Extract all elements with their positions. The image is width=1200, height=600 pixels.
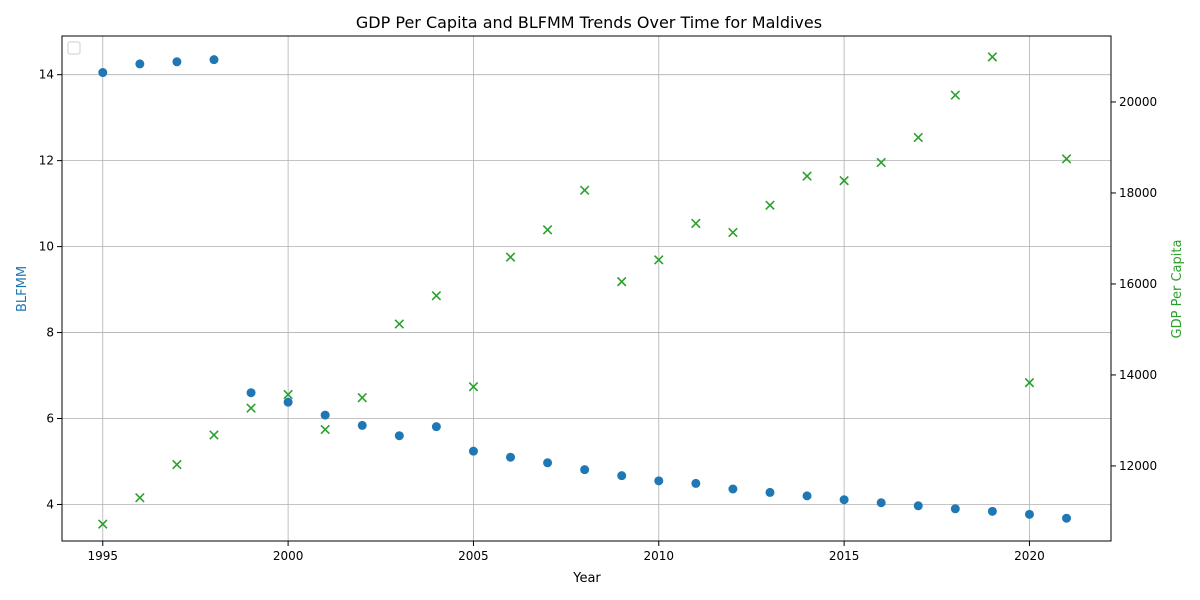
blfmm-point xyxy=(431,422,441,432)
gdp-point xyxy=(913,132,924,143)
gdp-point xyxy=(728,227,738,238)
gdp-point xyxy=(654,255,664,265)
blfmm-point xyxy=(98,68,108,78)
y-right-tick-label: 18000 xyxy=(1119,186,1157,200)
gdp-point xyxy=(987,52,998,62)
blfmm-point xyxy=(468,446,478,456)
gdp-point xyxy=(172,459,182,470)
y-right-tick-label: 20000 xyxy=(1119,95,1157,109)
blfmm-point xyxy=(506,452,516,462)
y-right-tick-label: 16000 xyxy=(1119,277,1157,291)
gdp-point xyxy=(802,171,812,181)
x-tick-label: 2000 xyxy=(273,549,304,563)
gdp-point xyxy=(579,185,590,195)
x-tick-label: 2010 xyxy=(644,549,675,563)
blfmm-point xyxy=(135,59,145,69)
gdp-point xyxy=(98,519,108,529)
data-marks xyxy=(98,52,1072,529)
gdp-point xyxy=(283,389,293,400)
blfmm-point xyxy=(320,410,330,420)
gdp-point xyxy=(542,225,553,235)
gdp-point xyxy=(1024,377,1035,388)
blfmm-point xyxy=(1062,513,1072,523)
blfmm-point xyxy=(691,478,701,488)
gdp-point xyxy=(246,403,256,413)
blfmm-point xyxy=(728,484,738,494)
gdp-point xyxy=(135,493,145,503)
blfmm-point xyxy=(913,501,923,511)
y-left-tick-label: 4 xyxy=(46,497,54,511)
blfmm-point xyxy=(987,506,997,516)
blfmm-point xyxy=(839,495,849,505)
axes: 1995 2000 2005 2010 2015 2020 4 6 8 10 12 14 12000 14… xyxy=(39,68,1157,563)
x-axis-label: Year xyxy=(572,571,601,586)
y-right-tick-label: 12000 xyxy=(1119,459,1157,473)
gdp-point xyxy=(468,382,479,392)
y-axis-right-label: GDP Per Capita xyxy=(1170,240,1185,339)
gdp-point xyxy=(505,252,516,262)
blfmm-point xyxy=(950,504,960,514)
gdp-point xyxy=(691,218,701,229)
y-right-tick-label: 14000 xyxy=(1119,368,1157,382)
blfmm-point xyxy=(580,465,590,475)
x-tick-label: 2020 xyxy=(1014,549,1045,563)
gdp-point xyxy=(357,392,368,403)
gdp-point xyxy=(394,319,405,329)
blfmm-point xyxy=(617,471,627,481)
gdp-point xyxy=(616,276,627,287)
y-left-tick-label: 8 xyxy=(46,326,54,340)
gdp-point xyxy=(1061,154,1072,164)
blfmm-point xyxy=(209,55,219,65)
gdp-point xyxy=(320,424,330,435)
blfmm-point xyxy=(394,431,404,441)
grid-lines xyxy=(62,36,1111,541)
gdp-point xyxy=(876,157,886,168)
chart-title: GDP Per Capita and BLFMM Trends Over Tim… xyxy=(356,13,822,32)
y-left-tick-label: 12 xyxy=(39,154,54,168)
blfmm-point xyxy=(357,420,367,430)
blfmm-point xyxy=(1024,509,1034,519)
blfmm-point xyxy=(765,487,775,497)
gdp-point xyxy=(839,175,849,186)
y-left-tick-label: 10 xyxy=(39,240,54,254)
blfmm-point xyxy=(802,491,812,501)
gdp-point xyxy=(765,200,775,211)
x-tick-label: 2005 xyxy=(458,549,489,563)
blfmm-point xyxy=(876,498,886,508)
x-tick-label: 1995 xyxy=(88,549,119,563)
x-tick-label: 2015 xyxy=(829,549,860,563)
y-left-tick-label: 14 xyxy=(39,68,54,82)
y-axis-left-label: BLFMM xyxy=(15,266,30,312)
gdp-point xyxy=(431,291,442,301)
blfmm-point xyxy=(543,458,553,468)
blfmm-point xyxy=(283,397,293,407)
blfmm-point xyxy=(654,476,664,486)
gdp-point xyxy=(950,90,961,100)
blfmm-point xyxy=(246,388,256,398)
y-left-tick-label: 6 xyxy=(46,412,54,426)
plot-frame xyxy=(61,35,1112,542)
blfmm-point xyxy=(172,57,182,67)
legend-box xyxy=(67,41,81,55)
gdp-point xyxy=(209,430,219,440)
